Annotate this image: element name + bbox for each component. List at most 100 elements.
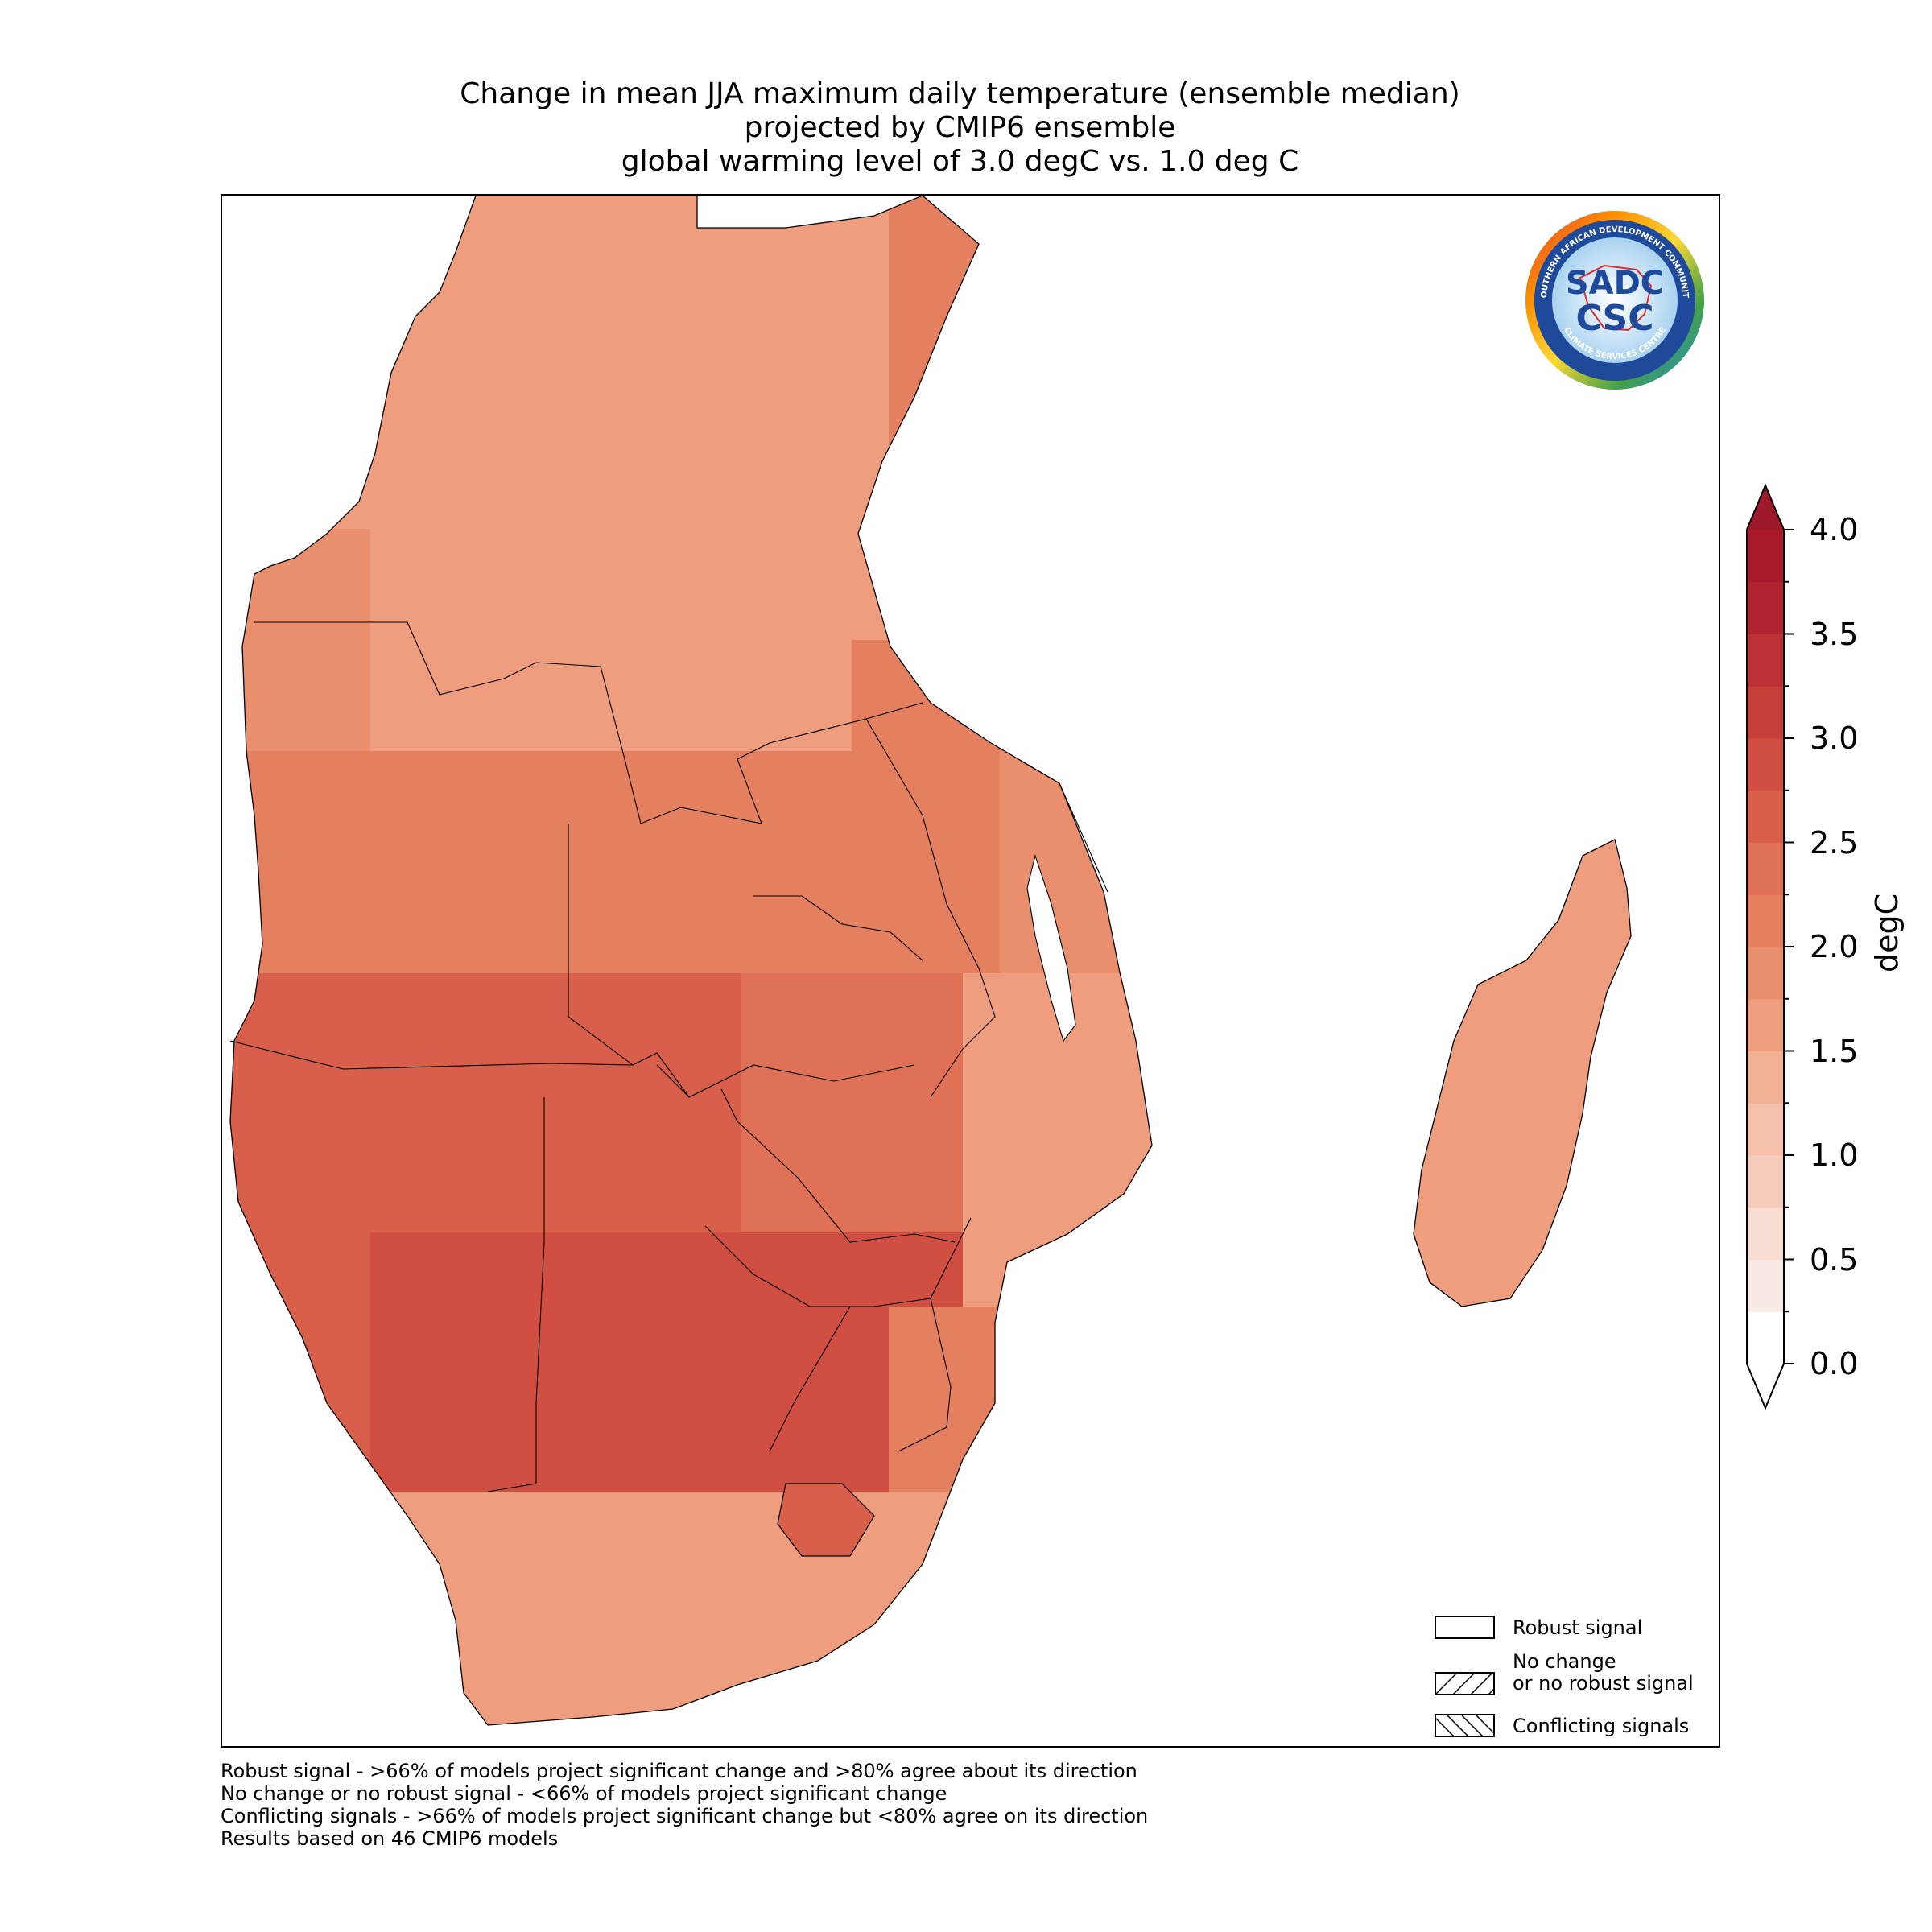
grid-cell <box>444 1158 482 1196</box>
grid-cell <box>1222 1195 1260 1233</box>
grid-cell <box>481 862 519 900</box>
grid-cell <box>1592 825 1630 863</box>
grid-cell <box>1703 788 1719 826</box>
grid-cell <box>889 233 927 270</box>
grid-cell <box>259 862 297 900</box>
grid-cell <box>259 1714 297 1725</box>
grid-cell <box>444 640 482 678</box>
legend-no-change-swatch <box>1435 1672 1495 1695</box>
grid-cell <box>815 566 852 604</box>
grid-cell <box>667 492 704 530</box>
grid-cell <box>778 1121 815 1159</box>
grid-cell <box>926 1566 964 1604</box>
grid-cell <box>704 1529 741 1567</box>
grid-cell <box>1148 270 1186 308</box>
grid-cell <box>1481 1158 1519 1196</box>
grid-cell <box>592 492 630 530</box>
grid-cell <box>296 603 334 641</box>
grid-cell <box>741 344 778 382</box>
grid-cell <box>630 196 667 233</box>
grid-cell <box>1148 1158 1186 1196</box>
grid-cell <box>407 1640 445 1678</box>
grid-cell <box>1333 307 1371 345</box>
grid-cell <box>230 233 260 270</box>
grid-cell <box>1407 1010 1445 1048</box>
grid-cell <box>667 936 704 974</box>
grid-cell <box>1518 529 1556 567</box>
grid-cell <box>555 1195 593 1233</box>
grid-cell <box>259 1084 297 1122</box>
grid-cell <box>1222 270 1260 308</box>
grid-cell <box>852 1232 890 1270</box>
grid-cell <box>296 640 334 678</box>
grid-cell <box>481 344 519 382</box>
grid-cell <box>1074 1158 1112 1196</box>
grid-cell <box>1222 862 1260 900</box>
grid-cell <box>1222 344 1260 382</box>
grid-cell <box>1481 233 1519 270</box>
grid-cell <box>407 899 445 937</box>
grid-cell <box>1111 899 1149 937</box>
grid-cell <box>1222 640 1260 678</box>
grid-cell <box>1037 492 1075 530</box>
grid-cell <box>1407 455 1445 493</box>
grid-cell <box>1555 566 1593 604</box>
grid-cell <box>630 381 667 419</box>
grid-cell <box>1296 825 1334 863</box>
grid-cell <box>1703 455 1719 493</box>
grid-cell <box>555 1455 593 1492</box>
grid-cell <box>630 603 667 641</box>
grid-cell <box>1518 640 1556 678</box>
grid-cell <box>555 1418 593 1455</box>
grid-cell <box>407 1195 445 1233</box>
grid-cell <box>407 233 445 270</box>
grid-cell <box>518 1307 556 1344</box>
grid-cell <box>1629 1195 1631 1233</box>
grid-cell <box>926 381 964 419</box>
colorbar-bin <box>1747 842 1784 895</box>
colorbar-bin <box>1747 634 1784 687</box>
grid-cell <box>1481 529 1519 567</box>
grid-cell <box>518 233 556 270</box>
grid-cell <box>1518 936 1556 974</box>
grid-cell <box>444 714 482 752</box>
grid-cell <box>555 196 593 233</box>
grid-cell <box>1666 1492 1704 1530</box>
grid-cell <box>630 270 667 308</box>
grid-cell <box>555 862 593 900</box>
grid-cell <box>1222 196 1260 233</box>
grid-cell <box>667 233 704 270</box>
grid-cell <box>1370 1529 1408 1567</box>
grid-cell <box>333 344 371 382</box>
grid-cell <box>778 1344 815 1381</box>
colorbar-bin <box>1747 947 1784 1000</box>
grid-cell <box>630 1566 667 1604</box>
grid-cell <box>259 714 297 752</box>
grid-cell <box>407 862 445 900</box>
grid-cell <box>889 344 927 382</box>
grid-cell <box>963 1603 1001 1641</box>
grid-cell <box>1703 1603 1719 1641</box>
grid-cell <box>1703 825 1719 863</box>
grid-cell <box>1703 1566 1719 1604</box>
grid-cell <box>1000 677 1038 715</box>
grid-cell <box>1074 1529 1112 1567</box>
country-border <box>922 815 996 1098</box>
grid-cell <box>1444 1455 1482 1492</box>
grid-cell <box>1111 640 1149 678</box>
grid-cell <box>481 381 519 419</box>
grid-cell <box>630 973 667 1011</box>
grid-cell <box>407 714 445 752</box>
grid-cell <box>1370 1603 1408 1641</box>
grid-cell <box>852 714 890 752</box>
grid-cell <box>333 973 371 1011</box>
grid-cell <box>1037 1307 1075 1344</box>
grid-cell <box>1555 677 1593 715</box>
grid-cell <box>741 1381 778 1418</box>
grid-cell <box>333 1603 371 1641</box>
grid-cell <box>230 1529 260 1567</box>
grid-cell <box>1037 1455 1075 1492</box>
grid-cell <box>1296 233 1334 270</box>
grid-cell <box>1592 677 1630 715</box>
grid-cell <box>1481 270 1519 308</box>
